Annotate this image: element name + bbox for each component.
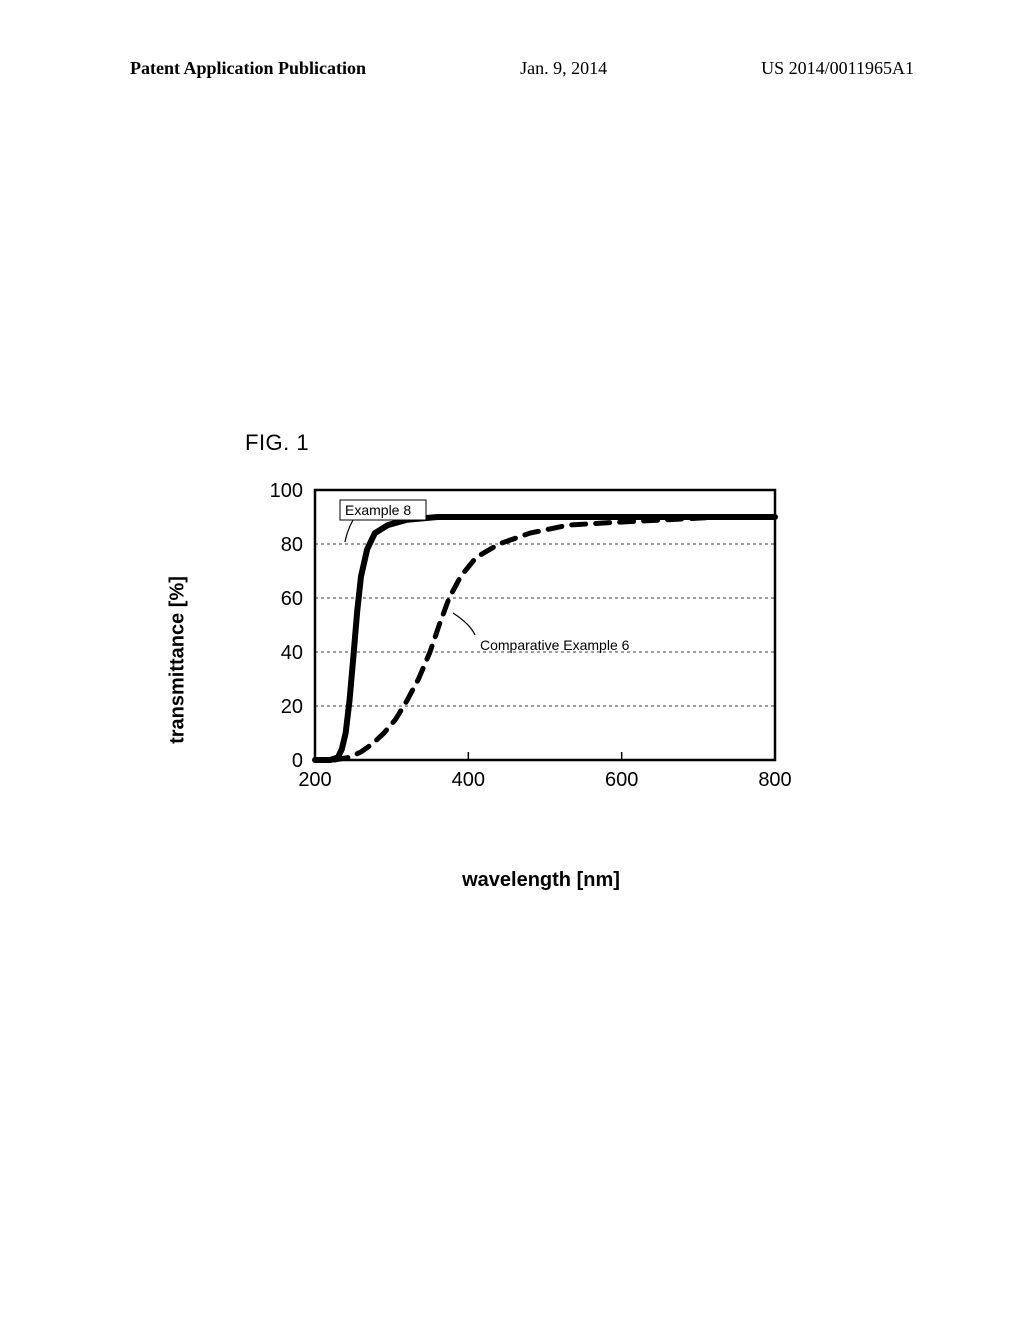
chart-x-axis-label: wavelength [nm]: [462, 869, 620, 892]
chart-svg: 020406080100200400600800Example 8Compara…: [200, 480, 820, 800]
svg-text:600: 600: [605, 769, 638, 791]
header-left: Patent Application Publication: [130, 58, 366, 79]
chart-y-axis-label: transmittance [%]: [167, 576, 190, 744]
svg-text:40: 40: [281, 642, 303, 664]
svg-text:100: 100: [270, 480, 303, 502]
svg-text:400: 400: [452, 769, 485, 791]
svg-text:Example 8: Example 8: [345, 502, 411, 518]
svg-text:60: 60: [281, 588, 303, 610]
page-header: Patent Application Publication Jan. 9, 2…: [0, 58, 1024, 79]
header-date: Jan. 9, 2014: [520, 58, 607, 79]
svg-text:Comparative Example 6: Comparative Example 6: [480, 637, 630, 653]
svg-text:200: 200: [298, 769, 331, 791]
transmittance-chart: transmittance [%] 0204060801002004006008…: [200, 480, 820, 840]
svg-text:20: 20: [281, 696, 303, 718]
figure-label: FIG. 1: [245, 430, 309, 456]
svg-text:800: 800: [758, 769, 791, 791]
header-pubno: US 2014/0011965A1: [761, 58, 914, 79]
svg-text:80: 80: [281, 534, 303, 556]
